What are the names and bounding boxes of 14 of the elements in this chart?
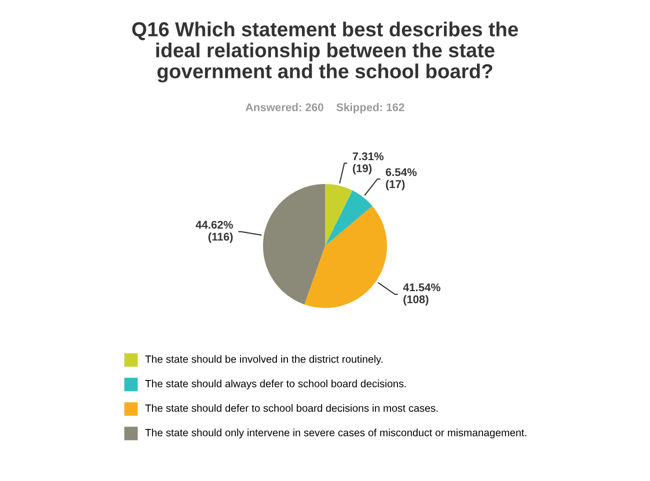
legend-label: The state should only intervene in severe cases of misconduct or mismanagement. (145, 428, 526, 438)
chart-title: Q16 Which statement best describes the ideal relationship between the state government and the school board? (132, 22, 518, 82)
chart-subtitle: Answered: 260 Skipped: 162 (246, 103, 404, 114)
legend-label: The state should always defer to school board decisions. (145, 380, 406, 390)
legend-label: The state should defer to school board decisions in most cases. (145, 404, 438, 412)
data-label: 7.31% (19) (352, 152, 384, 174)
data-label: 6.54% (17) (386, 168, 417, 190)
pie-slice (325, 184, 352, 246)
pie-slice (304, 206, 387, 308)
pie-slice (325, 190, 372, 246)
pie-slice (263, 184, 325, 304)
legend-label: The state should be involved in the district routinely. (145, 355, 382, 365)
data-label: 41.54% (108) (403, 283, 440, 306)
data-label: 44.62% (116) (196, 220, 233, 243)
